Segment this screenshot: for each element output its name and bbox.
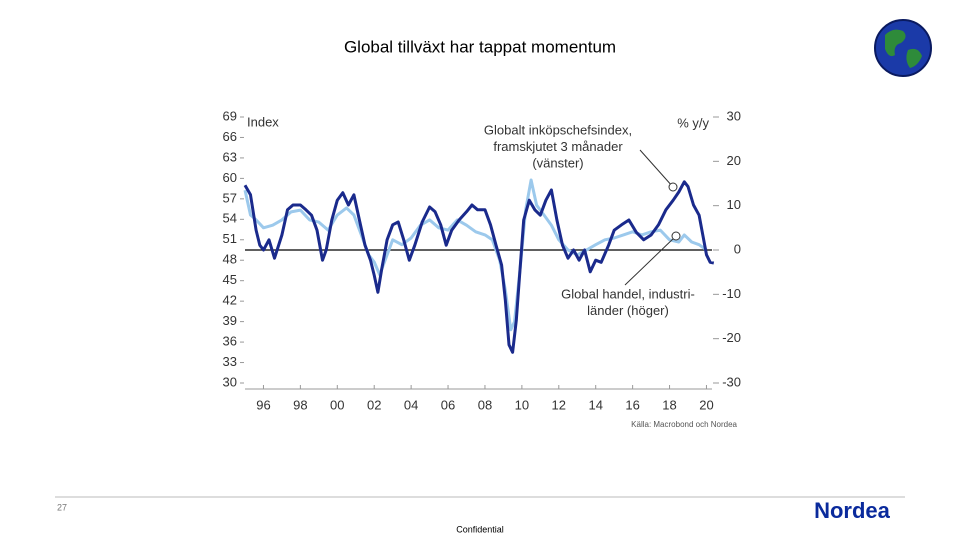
chart: 30 33 36 39 42 45 48 51 54 57 60 63 66 69 -30 -20 -10 0 10… [223,108,741,429]
page-number: 27 [57,502,67,512]
y2-tick-label: -10 [722,286,741,301]
annotation-marker [668,182,678,192]
y-tick-label: 57 [223,190,237,205]
series-line [243,178,708,332]
y-tick-label: 63 [223,149,237,164]
y-tick-label: 39 [223,313,237,328]
annotation-text: länder (höger) [587,303,669,318]
annotation-text: Globalt inköpschefsindex, [484,122,632,137]
y-tick-label: 30 [223,374,237,389]
y-tick-label: 51 [223,231,237,246]
slide-title: Global tillväxt har tappat momentum [344,37,616,56]
y-tick-label: 60 [223,170,237,185]
x-tick-label: 12 [552,397,566,412]
y2-tick-label: -30 [722,374,741,389]
footer-text: Confidential [456,524,504,534]
x-tick-label: 96 [256,397,270,412]
y-tick-label: 54 [223,211,237,226]
y-tick-label: 42 [223,293,237,308]
source: Källa: Macrobond och Nordea [631,420,737,429]
annotation-leader [624,235,677,286]
y2-tick-label: -20 [722,330,741,345]
y-tick-label: 69 [223,108,237,123]
x-tick-label: 06 [441,397,455,412]
annotation-text: Global handel, industri- [561,286,695,301]
y2-tick-label: 30 [727,108,741,123]
annotation-text: framskjutet 3 månader [493,139,623,154]
y-tick-label: 33 [223,354,237,369]
y-tick-label: 45 [223,272,237,287]
y2-axis-label: % y/y [677,115,709,130]
y-tick-label: 36 [223,334,237,349]
x-tick-label: 02 [367,397,381,412]
x-tick-label: 00 [330,397,344,412]
series-line [243,180,715,354]
x-tick-label: 08 [478,397,492,412]
y2-tick-label: 0 [734,241,741,256]
annotation-text: (vänster) [532,155,583,170]
globe-icon [874,19,932,77]
x-tick-label: 04 [404,397,418,412]
y2-tick-label: 20 [727,153,741,168]
y2-tick-label: 10 [727,197,741,212]
y-tick-label: 66 [223,129,237,144]
x-tick-label: 16 [625,397,639,412]
annotation-marker [671,231,681,241]
x-tick-label: 14 [588,397,602,412]
y-tick-label: 48 [223,252,237,267]
y-axis-label: Index [247,114,279,129]
x-tick-label: 10 [515,397,529,412]
annotation-leader [639,149,674,188]
x-tick-label: 18 [662,397,676,412]
logo: Nordea [814,498,891,523]
x-tick-label: 98 [293,397,307,412]
x-tick-label: 20 [699,397,713,412]
